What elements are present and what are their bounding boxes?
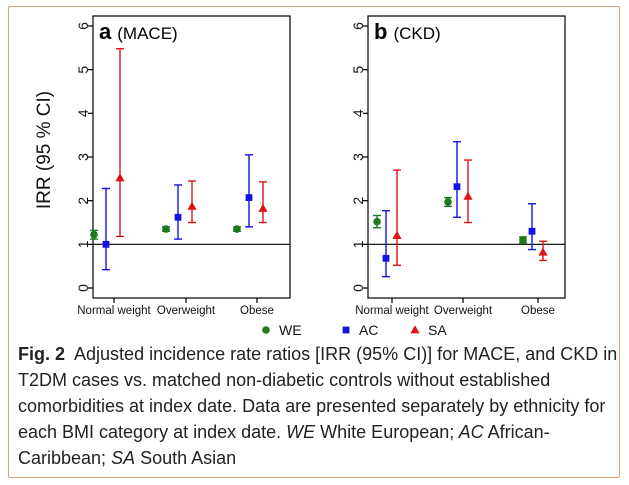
panel-subtitle: (MACE) [117, 24, 177, 43]
figure-caption: Fig. 2 Adjusted incidence rate ratios [I… [18, 341, 618, 471]
caption-abbreviations: WE White European; AC African-Caribbean;… [18, 422, 550, 468]
point-marker [115, 173, 125, 182]
x-tick-label: Normal weight [355, 305, 429, 317]
point-marker [519, 236, 527, 244]
y-tick-label: 3 [75, 153, 91, 161]
legend-item-ac: AC [342, 322, 378, 338]
point-marker [463, 191, 473, 200]
point-marker [444, 198, 452, 206]
point-marker [538, 247, 548, 256]
x-tick-label: Obese [521, 305, 555, 317]
legend-label: WE [279, 322, 302, 338]
y-tick-label: 4 [75, 109, 91, 117]
point-marker [392, 230, 402, 239]
y-tick-label: 1 [350, 240, 366, 248]
point-marker [102, 240, 110, 248]
panel-b-ckd: 0 1 2 3 4 5 6 Normal weight Overweight Obese b (CKD… [350, 15, 566, 317]
legend-label: AC [359, 322, 378, 338]
point-marker [258, 203, 268, 212]
data-point-sa [538, 240, 548, 262]
point-marker [90, 230, 98, 239]
y-tick-label: 4 [350, 109, 366, 117]
plot-area-border [92, 15, 291, 299]
abbr-meaning: White European; [315, 422, 455, 442]
point-marker [528, 227, 536, 235]
data-point-ac [245, 154, 253, 228]
data-point-sa [463, 159, 473, 224]
legend-item-sa: SA [410, 322, 447, 338]
y-tick-label: 6 [350, 22, 366, 30]
caption-text: Adjusted incidence rate ratios [IRR (95%… [18, 344, 618, 442]
y-tick-label: 3 [350, 153, 366, 161]
legend-marker [410, 325, 420, 334]
panel-title: a (MACE) [99, 19, 178, 44]
point-marker [382, 254, 390, 262]
data-point-ac [102, 187, 110, 271]
data-point-ac [382, 210, 390, 278]
point-marker [373, 217, 381, 226]
panel-a-mace: 0 1 2 3 4 5 6 Normal weight Overweight Obese a (MAC… [75, 15, 291, 317]
x-tick-label: Overweight [434, 305, 493, 317]
abbr-term: SA [106, 448, 136, 468]
data-point-ac [528, 203, 536, 251]
panel-letter: b [374, 19, 387, 44]
data-point-ac [174, 184, 182, 240]
y-tick-label: 2 [75, 197, 91, 205]
data-point-ac [453, 141, 461, 218]
caption-label: Fig. 2 [18, 344, 66, 364]
data-point-sa [115, 48, 125, 238]
y-tick-label: 5 [75, 66, 91, 74]
y-tick-label: 5 [350, 66, 366, 74]
panel-letter: a [99, 19, 112, 44]
data-point-we [373, 214, 381, 229]
legend-marker [262, 326, 270, 334]
legend-item-we: WE [262, 322, 302, 338]
abbr-meaning: African-Caribbean; [18, 422, 550, 468]
y-tick-label: 6 [75, 22, 91, 30]
legend-marker [342, 326, 350, 334]
y-tick-label: 1 [75, 240, 91, 248]
abbr-term: WE [286, 422, 316, 442]
y-tick-label: 0 [75, 284, 91, 292]
data-point-sa [258, 181, 268, 224]
forest-plot-figure: IRR (95 % CI) 0 1 2 3 4 5 6 Normal weight Overwe… [34, 15, 566, 338]
y-tick-label: 2 [350, 197, 366, 205]
data-point-we [233, 225, 241, 233]
abbr-term: AC [454, 422, 484, 442]
abbr-meaning: South Asian [135, 448, 237, 468]
data-point-sa [187, 180, 197, 224]
x-tick-label: Overweight [157, 305, 216, 317]
data-point-we [444, 196, 452, 208]
x-tick-label: Obese [240, 305, 274, 317]
panel-subtitle: (CKD) [393, 24, 440, 43]
point-marker [174, 213, 182, 221]
point-marker [162, 225, 170, 233]
point-marker [245, 194, 253, 202]
legend-label: SA [428, 322, 447, 338]
y-tick-label: 0 [350, 284, 366, 292]
point-marker [453, 183, 461, 191]
data-point-sa [392, 169, 402, 266]
legend: WE AC SA [262, 322, 447, 338]
x-tick-label: Normal weight [77, 305, 151, 317]
panel-title: b (CKD) [374, 19, 441, 44]
data-point-we [162, 225, 170, 233]
y-axis-title: IRR (95 % CI) [34, 91, 55, 209]
figure-frame [8, 6, 620, 478]
point-marker [187, 201, 197, 210]
data-point-we [519, 236, 527, 244]
point-marker [233, 225, 241, 233]
data-point-we [90, 229, 98, 240]
